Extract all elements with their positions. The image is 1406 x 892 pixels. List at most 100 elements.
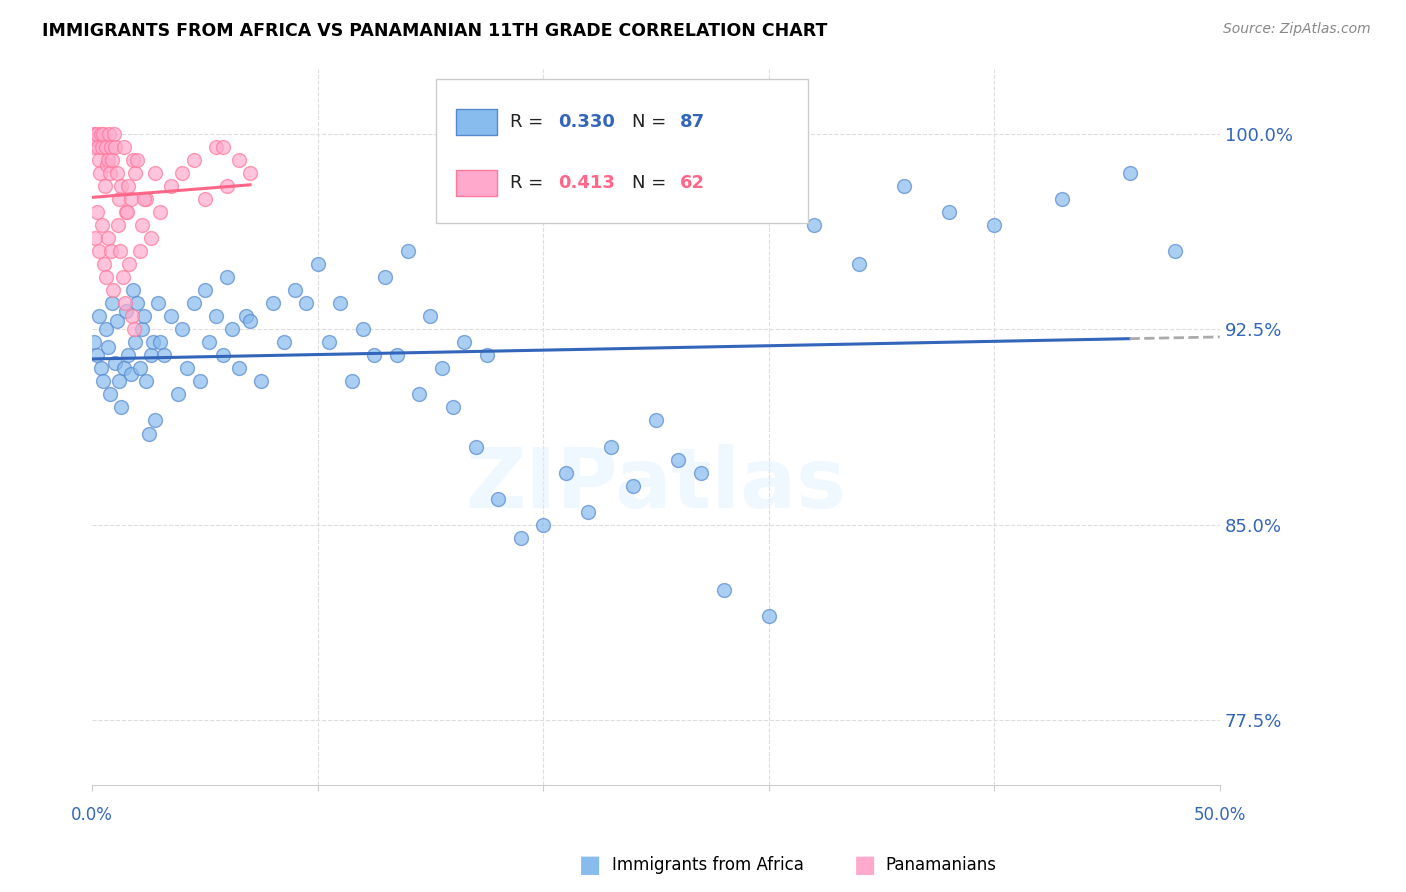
- Text: R =: R =: [510, 174, 550, 193]
- Point: [250, 375, 273, 389]
- Point: [221, 322, 243, 336]
- Text: 50.0%: 50.0%: [1194, 806, 1246, 824]
- Point: [112, 140, 135, 154]
- Point: [160, 309, 183, 323]
- Point: [352, 322, 374, 336]
- Point: [135, 192, 157, 206]
- Point: [127, 296, 149, 310]
- Point: [983, 218, 1005, 232]
- Point: [91, 140, 114, 154]
- Point: [96, 270, 118, 285]
- Point: [713, 582, 735, 597]
- Point: [90, 218, 112, 232]
- Bar: [457, 170, 496, 196]
- Text: Source: ZipAtlas.com: Source: ZipAtlas.com: [1223, 22, 1371, 37]
- Point: [131, 322, 153, 336]
- Point: [531, 517, 554, 532]
- Point: [97, 231, 120, 245]
- Point: [103, 127, 125, 141]
- Point: [363, 348, 385, 362]
- Point: [143, 413, 166, 427]
- Text: 0.330: 0.330: [558, 113, 614, 131]
- Point: [235, 309, 257, 323]
- Point: [217, 270, 239, 285]
- Point: [94, 140, 117, 154]
- Point: [143, 166, 166, 180]
- Point: [127, 153, 149, 167]
- Point: [239, 166, 262, 180]
- Point: [110, 178, 132, 193]
- Point: [554, 466, 576, 480]
- Point: [848, 257, 870, 271]
- Point: [98, 387, 121, 401]
- Point: [464, 440, 486, 454]
- Point: [190, 375, 212, 389]
- Point: [122, 322, 145, 336]
- Point: [1118, 166, 1140, 180]
- Point: [374, 270, 396, 285]
- Text: 87: 87: [679, 113, 704, 131]
- Text: N =: N =: [633, 113, 672, 131]
- Point: [212, 348, 235, 362]
- Point: [318, 335, 340, 350]
- Point: [111, 270, 134, 285]
- Bar: [457, 110, 496, 136]
- Point: [108, 192, 131, 206]
- Point: [212, 140, 235, 154]
- Text: 62: 62: [679, 174, 704, 193]
- Point: [83, 335, 105, 350]
- Point: [100, 140, 122, 154]
- Point: [97, 341, 120, 355]
- Point: [938, 205, 960, 219]
- Point: [599, 440, 621, 454]
- Point: [217, 178, 239, 193]
- Point: [183, 296, 205, 310]
- Point: [117, 348, 139, 362]
- Point: [419, 309, 441, 323]
- Point: [132, 309, 155, 323]
- Text: R =: R =: [510, 113, 550, 131]
- Point: [112, 361, 135, 376]
- Point: [105, 166, 128, 180]
- Point: [114, 296, 136, 310]
- Point: [93, 375, 115, 389]
- Point: [121, 153, 143, 167]
- Point: [131, 218, 153, 232]
- Point: [97, 153, 120, 167]
- Point: [93, 178, 115, 193]
- Point: [121, 309, 143, 323]
- Point: [90, 127, 112, 141]
- Bar: [436, 79, 808, 223]
- Point: [273, 335, 295, 350]
- Point: [385, 348, 408, 362]
- Point: [124, 335, 146, 350]
- Point: [262, 296, 284, 310]
- Point: [509, 531, 531, 545]
- Point: [194, 192, 217, 206]
- Point: [115, 205, 138, 219]
- Point: [120, 192, 142, 206]
- Text: 0.0%: 0.0%: [72, 806, 112, 824]
- Point: [167, 387, 190, 401]
- Point: [198, 335, 221, 350]
- Point: [115, 304, 138, 318]
- Point: [340, 375, 363, 389]
- Text: N =: N =: [633, 174, 672, 193]
- Point: [475, 348, 498, 362]
- Point: [142, 335, 165, 350]
- Text: Panamanians: Panamanians: [886, 856, 997, 874]
- Point: [1050, 192, 1073, 206]
- Point: [84, 132, 107, 146]
- Point: [86, 205, 108, 219]
- Point: [107, 218, 129, 232]
- Point: [149, 205, 172, 219]
- Point: [138, 426, 160, 441]
- Point: [284, 283, 307, 297]
- Text: ■: ■: [853, 854, 876, 877]
- Point: [93, 257, 115, 271]
- Point: [104, 356, 127, 370]
- Point: [135, 375, 157, 389]
- Point: [98, 166, 121, 180]
- Point: [172, 166, 194, 180]
- Point: [621, 478, 644, 492]
